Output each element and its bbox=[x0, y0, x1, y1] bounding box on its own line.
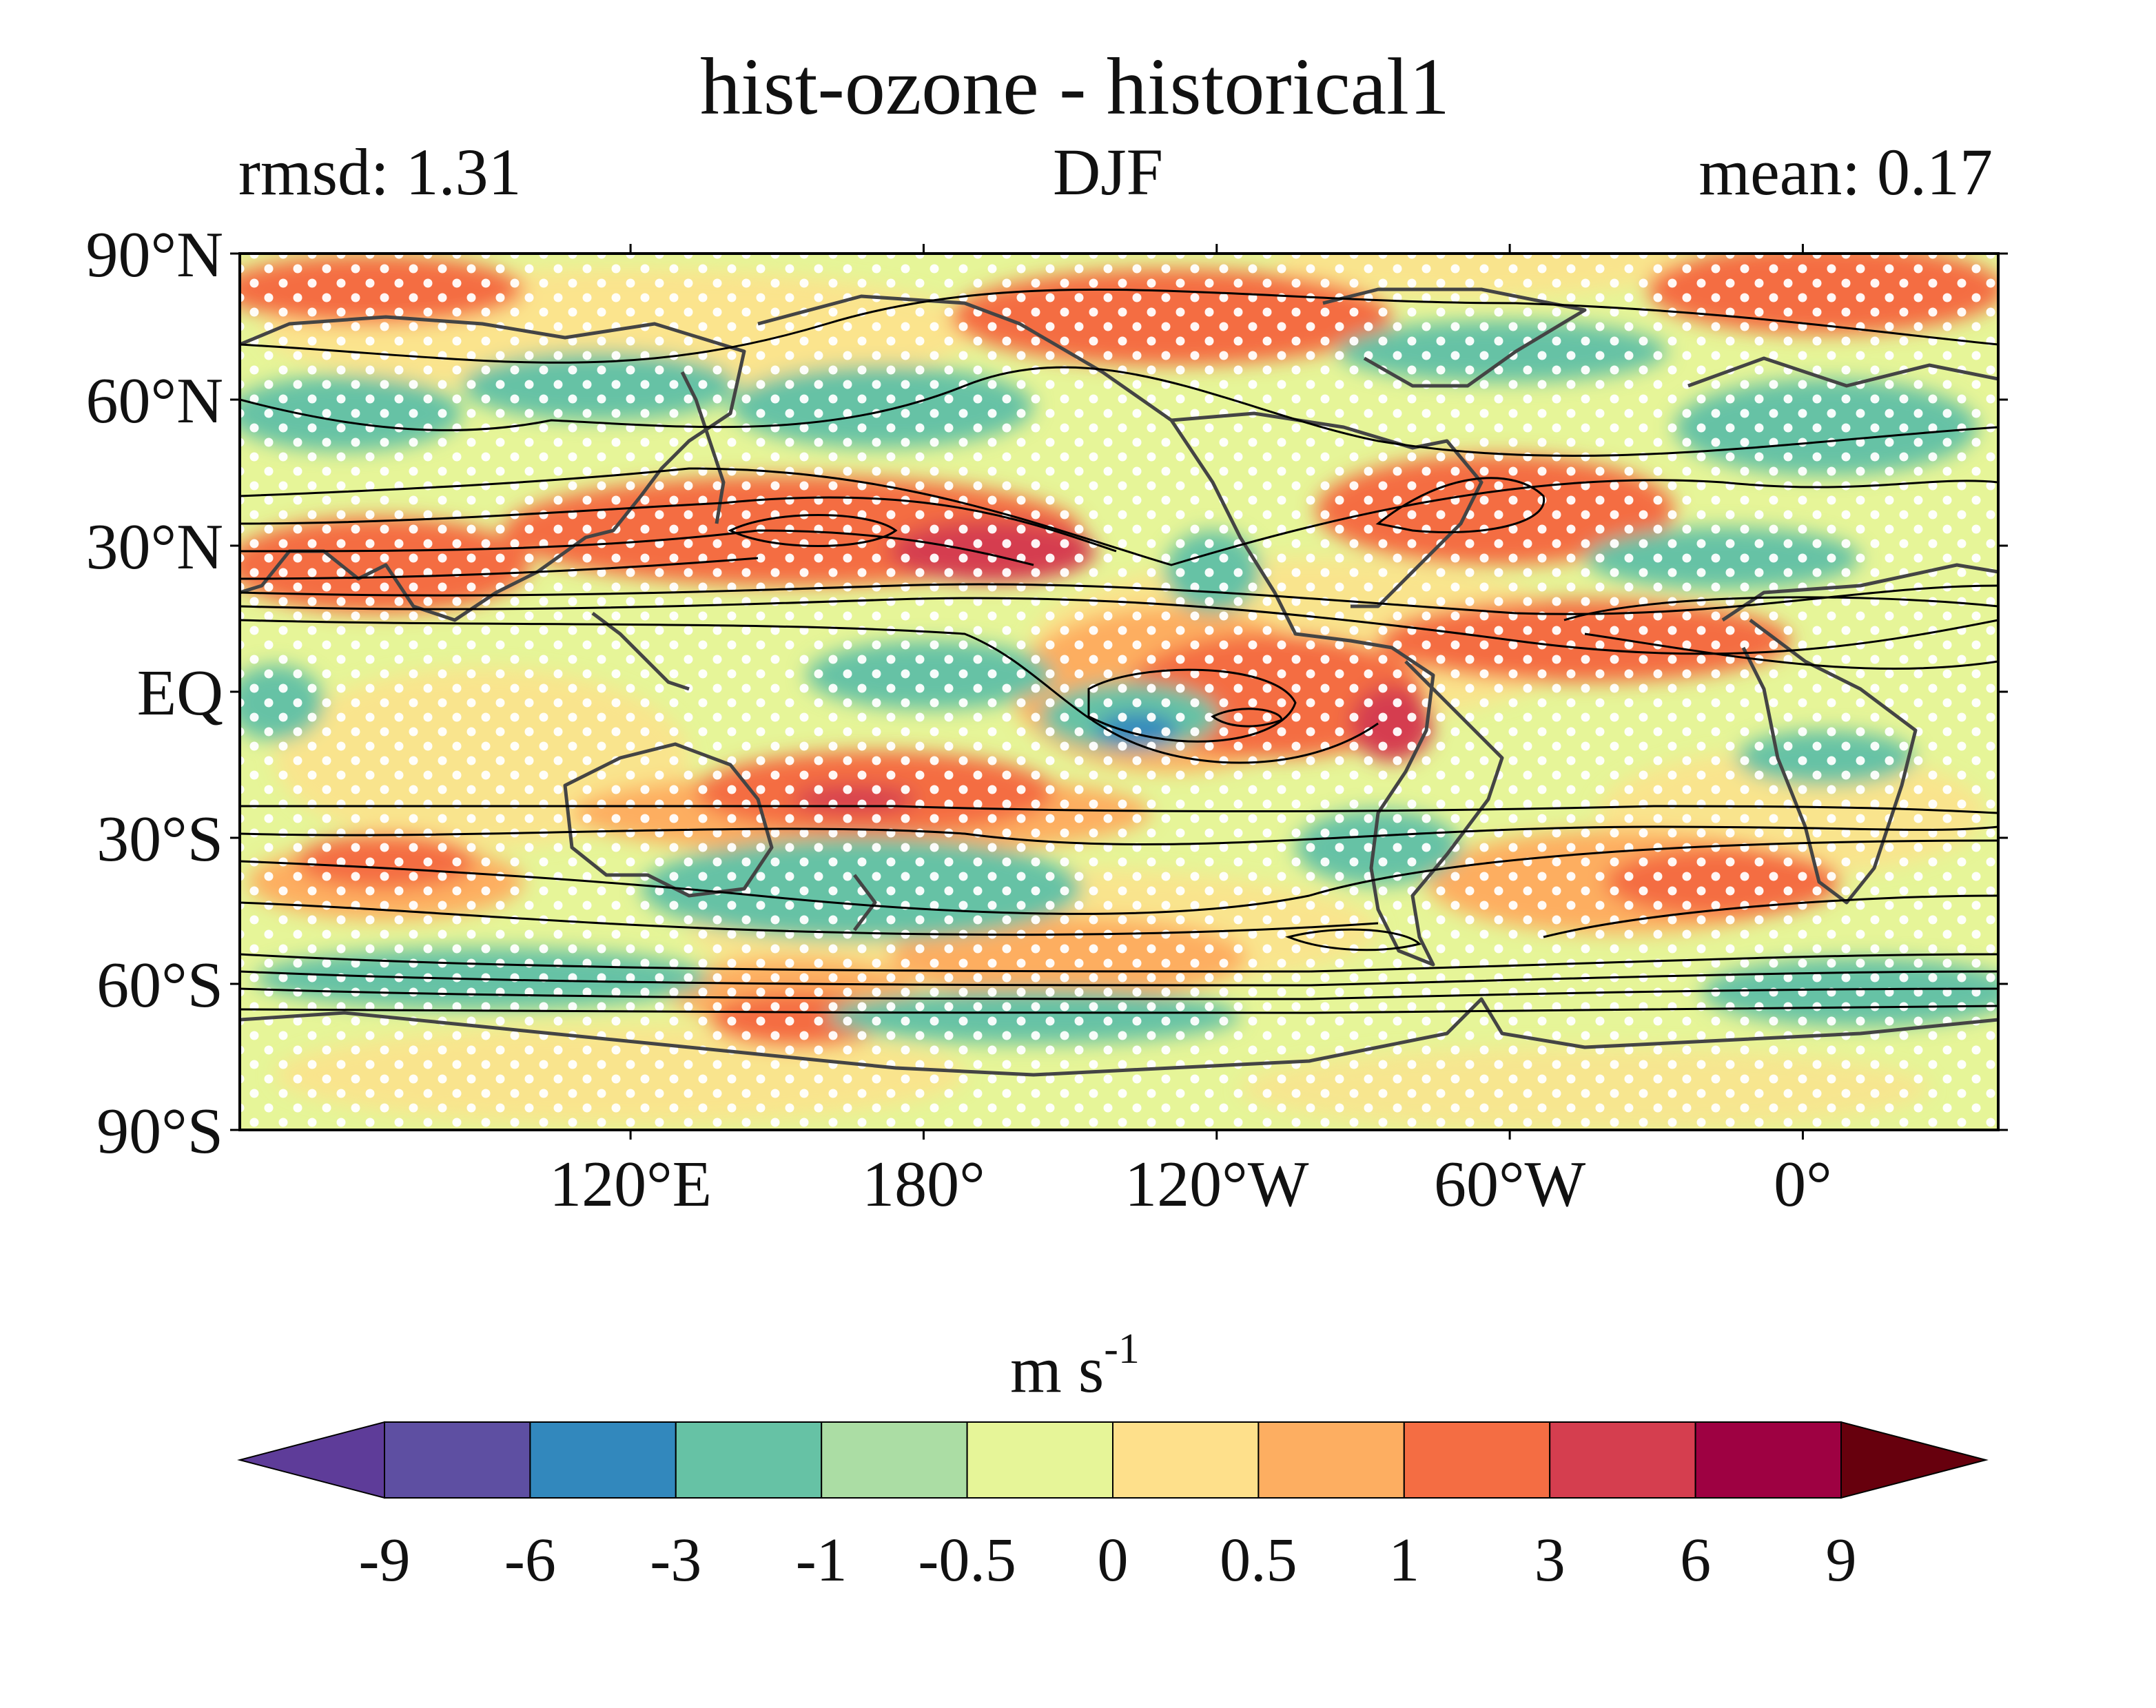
latitude-label: EQ bbox=[137, 657, 223, 729]
longitude-labels: 120°E 180° 120°W 60°W 0° bbox=[549, 1149, 1832, 1220]
colorbar-over-arrow bbox=[1840, 1421, 1989, 1499]
longitude-label: 180° bbox=[862, 1149, 985, 1220]
colorbar-bin bbox=[1549, 1421, 1696, 1499]
colorbar-under-arrow bbox=[237, 1421, 385, 1499]
season-label: DJF bbox=[1053, 135, 1163, 209]
longitude-label: 60°W bbox=[1434, 1149, 1586, 1220]
colorbar-tick-label: -3 bbox=[650, 1526, 701, 1594]
colorbar-tick-label: 3 bbox=[1534, 1526, 1565, 1594]
longitude-label: 120°E bbox=[549, 1149, 712, 1220]
mean-label: mean: 0.17 bbox=[1698, 135, 1993, 209]
colorbar-bin bbox=[1112, 1421, 1260, 1499]
latitude-label: 30°N bbox=[86, 511, 223, 583]
colorbar-bin bbox=[1257, 1421, 1405, 1499]
colorbar-bin bbox=[821, 1421, 968, 1499]
colorbar-bins bbox=[237, 1421, 1989, 1499]
colorbar-tick-label: 9 bbox=[1826, 1526, 1857, 1594]
latitude-label: 90°N bbox=[86, 219, 223, 291]
colorbar-tick-label: 0 bbox=[1098, 1526, 1129, 1594]
colorbar-tick-label: -1 bbox=[796, 1526, 848, 1594]
colorbar-tick-labels: -9 -6 -3 -1 -0.5 0 0.5 1 3 6 9 bbox=[359, 1526, 1857, 1594]
colorbar-bin bbox=[529, 1421, 677, 1499]
colorbar: m s-1 -9 -6 -3 -1 -0.5 0 0.5 1 3 6 9 bbox=[237, 1326, 1989, 1594]
colorbar-unit: m s-1 bbox=[1010, 1326, 1140, 1406]
colorbar-tick-label: 0.5 bbox=[1220, 1526, 1297, 1594]
latitude-label: 30°S bbox=[96, 803, 223, 875]
colorbar-tick-label: -6 bbox=[504, 1526, 556, 1594]
latitude-label: 60°N bbox=[86, 365, 223, 437]
colorbar-bin bbox=[1403, 1421, 1551, 1499]
significance-stippling bbox=[240, 254, 1998, 1130]
axis-ticks bbox=[230, 244, 2008, 1140]
longitude-label: 120°W bbox=[1125, 1149, 1309, 1220]
colorbar-tick-label: -9 bbox=[359, 1526, 411, 1594]
chart-title: hist-ozone - historical1 bbox=[700, 41, 1450, 132]
colorbar-tick-label: -0.5 bbox=[918, 1526, 1016, 1594]
coastlines bbox=[240, 287, 1998, 1077]
colorbar-bin bbox=[675, 1421, 823, 1499]
latitude-label: 60°S bbox=[96, 949, 223, 1021]
colorbar-bin bbox=[384, 1421, 531, 1499]
colorbar-tick-label: 1 bbox=[1388, 1526, 1419, 1594]
colorbar-tick-label: 6 bbox=[1680, 1526, 1711, 1594]
latitude-labels: 90°N 60°N 30°N EQ 30°S 60°S 90°S bbox=[86, 219, 223, 1167]
colorbar-bin bbox=[966, 1421, 1113, 1499]
rmsd-label: rmsd: 1.31 bbox=[238, 135, 522, 209]
longitude-label: 0° bbox=[1774, 1149, 1832, 1220]
latitude-label: 90°S bbox=[96, 1095, 223, 1167]
colorbar-bin bbox=[1694, 1421, 1842, 1499]
